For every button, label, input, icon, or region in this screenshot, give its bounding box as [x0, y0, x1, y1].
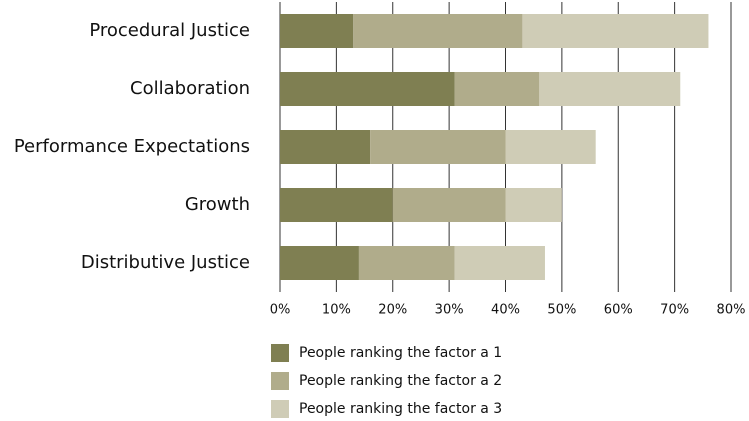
x-tick-label: 70%	[660, 303, 689, 318]
bar	[539, 72, 681, 106]
bar	[505, 188, 562, 222]
x-tick-label: 20%	[378, 303, 407, 318]
legend-label: People ranking the factor a 3	[299, 401, 502, 417]
x-tick-label: 80%	[717, 303, 746, 318]
x-tick-label: 50%	[547, 303, 576, 318]
y-tick-label: Procedural Justice	[89, 20, 250, 41]
bar	[454, 246, 545, 280]
x-tick-label: 60%	[604, 303, 633, 318]
x-tick-label: 0%	[270, 303, 291, 318]
legend-swatch	[271, 372, 289, 390]
legend-swatch	[271, 400, 289, 418]
bar	[392, 188, 506, 222]
bar	[522, 14, 709, 48]
bar	[454, 72, 540, 106]
legend-label: People ranking the factor a 1	[299, 345, 502, 361]
bar	[280, 14, 354, 48]
bar	[280, 130, 371, 164]
bar	[370, 130, 506, 164]
legend-swatch	[271, 344, 289, 362]
y-tick-label: Collaboration	[130, 78, 250, 99]
x-tick-label: 30%	[435, 303, 464, 318]
bar	[280, 72, 455, 106]
bar	[280, 188, 393, 222]
y-tick-label: Growth	[185, 194, 250, 215]
bar	[353, 14, 523, 48]
bar	[505, 130, 596, 164]
y-tick-label: Distributive Justice	[81, 252, 250, 273]
x-tick-label: 10%	[322, 303, 351, 318]
legend-label: People ranking the factor a 2	[299, 373, 502, 389]
y-tick-label: Performance Expectations	[14, 136, 250, 157]
bar	[280, 246, 359, 280]
bar	[358, 246, 455, 280]
x-tick-label: 40%	[491, 303, 520, 318]
